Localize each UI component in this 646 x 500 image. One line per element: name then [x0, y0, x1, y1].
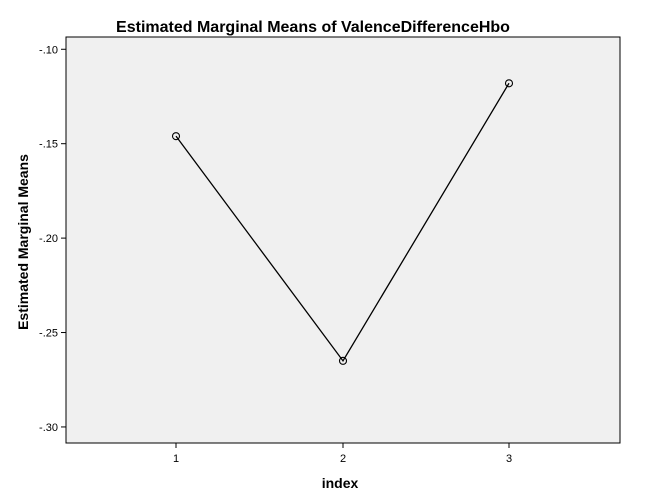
y-axis: -.10 -.15 -.20 -.25 -.30: [39, 44, 66, 434]
y-tick-label: -.30: [39, 422, 58, 434]
series-line: [175, 82, 510, 363]
x-tick-label: 1: [173, 453, 179, 465]
y-tick-label: -.15: [39, 139, 58, 151]
y-tick-label: -.10: [39, 44, 58, 56]
x-tick-label: 3: [506, 453, 512, 465]
x-tick-label: 2: [340, 453, 346, 465]
x-axis-label: index: [322, 475, 359, 491]
chart-title: Estimated Marginal Means of ValenceDiffe…: [116, 19, 510, 36]
data-point: [171, 132, 181, 141]
plot-area: [65, 36, 621, 444]
y-axis-label: Estimated Marginal Means: [15, 154, 31, 330]
data-point: [338, 356, 348, 365]
series-group: [171, 79, 514, 365]
y-tick-label: -.25: [39, 328, 58, 340]
y-tick-label: -.20: [39, 233, 58, 245]
x-axis: 1 2 3: [173, 443, 512, 465]
data-point: [504, 79, 514, 88]
